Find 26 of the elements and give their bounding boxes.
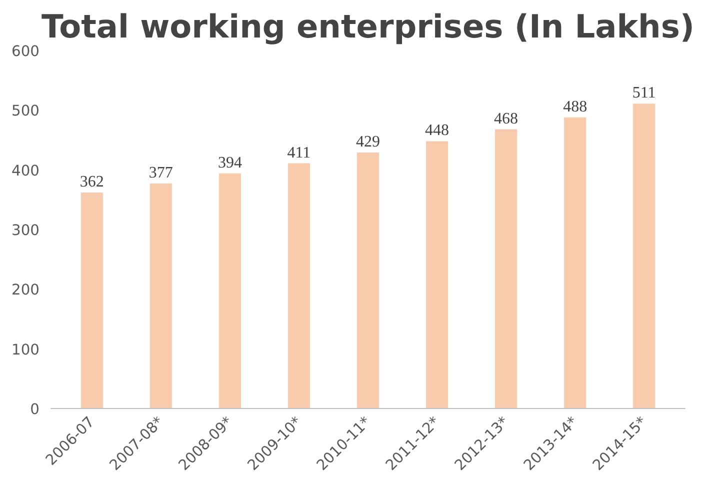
bar (150, 184, 172, 408)
y-tick-label: 0 (30, 401, 40, 418)
y-tick-label: 300 (12, 222, 40, 239)
data-label: 511 (632, 84, 656, 102)
y-tick-label: 600 (12, 43, 40, 60)
data-label: 377 (148, 164, 173, 182)
data-label: 429 (356, 134, 380, 151)
data-label: 362 (80, 174, 104, 191)
y-tick-label: 400 (12, 162, 40, 180)
bar (80, 192, 103, 408)
bar (218, 173, 241, 408)
data-label: 411 (287, 144, 311, 162)
data-label: 448 (425, 122, 450, 140)
y-tick-label: 100 (12, 341, 40, 358)
bar (288, 163, 310, 408)
data-label: 394 (218, 154, 242, 172)
y-tick-label: 500 (12, 102, 40, 120)
bar (495, 129, 518, 408)
chart-title: Total working enterprises (In Lakhs) (42, 8, 694, 46)
bar (356, 152, 380, 408)
data-label: 488 (563, 98, 588, 116)
bar (633, 104, 656, 408)
data-label: 468 (494, 110, 518, 128)
bar (426, 141, 448, 408)
bar (564, 117, 586, 408)
y-tick-label: 200 (12, 282, 40, 299)
